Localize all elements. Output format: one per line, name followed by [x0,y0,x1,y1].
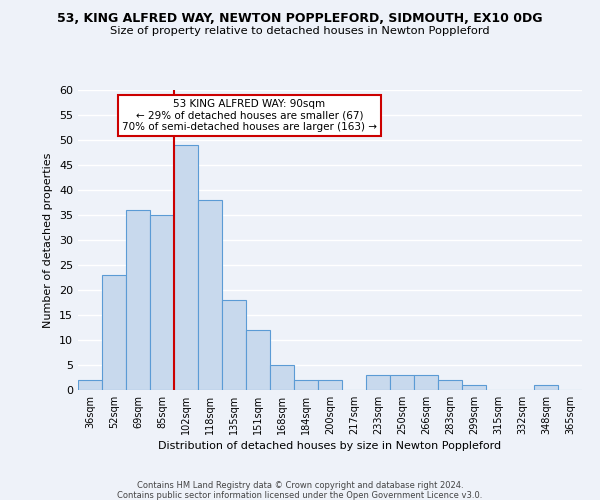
Bar [270,365,294,390]
Text: 53, KING ALFRED WAY, NEWTON POPPLEFORD, SIDMOUTH, EX10 0DG: 53, KING ALFRED WAY, NEWTON POPPLEFORD, … [57,12,543,26]
Bar [318,380,342,390]
Bar [534,385,558,390]
Bar [246,330,270,390]
Bar [366,375,390,390]
X-axis label: Distribution of detached houses by size in Newton Poppleford: Distribution of detached houses by size … [158,441,502,451]
Bar [462,385,486,390]
Bar [102,275,126,390]
Bar [414,375,438,390]
Text: Contains HM Land Registry data © Crown copyright and database right 2024.: Contains HM Land Registry data © Crown c… [137,481,463,490]
Bar [150,215,174,390]
Bar [390,375,414,390]
Bar [222,300,246,390]
Text: 53 KING ALFRED WAY: 90sqm
← 29% of detached houses are smaller (67)
70% of semi-: 53 KING ALFRED WAY: 90sqm ← 29% of detac… [122,99,377,132]
Y-axis label: Number of detached properties: Number of detached properties [43,152,53,328]
Bar [438,380,462,390]
Bar [126,210,150,390]
Text: Size of property relative to detached houses in Newton Poppleford: Size of property relative to detached ho… [110,26,490,36]
Bar [294,380,318,390]
Bar [78,380,102,390]
Bar [198,200,222,390]
Text: Contains public sector information licensed under the Open Government Licence v3: Contains public sector information licen… [118,491,482,500]
Bar [174,145,198,390]
